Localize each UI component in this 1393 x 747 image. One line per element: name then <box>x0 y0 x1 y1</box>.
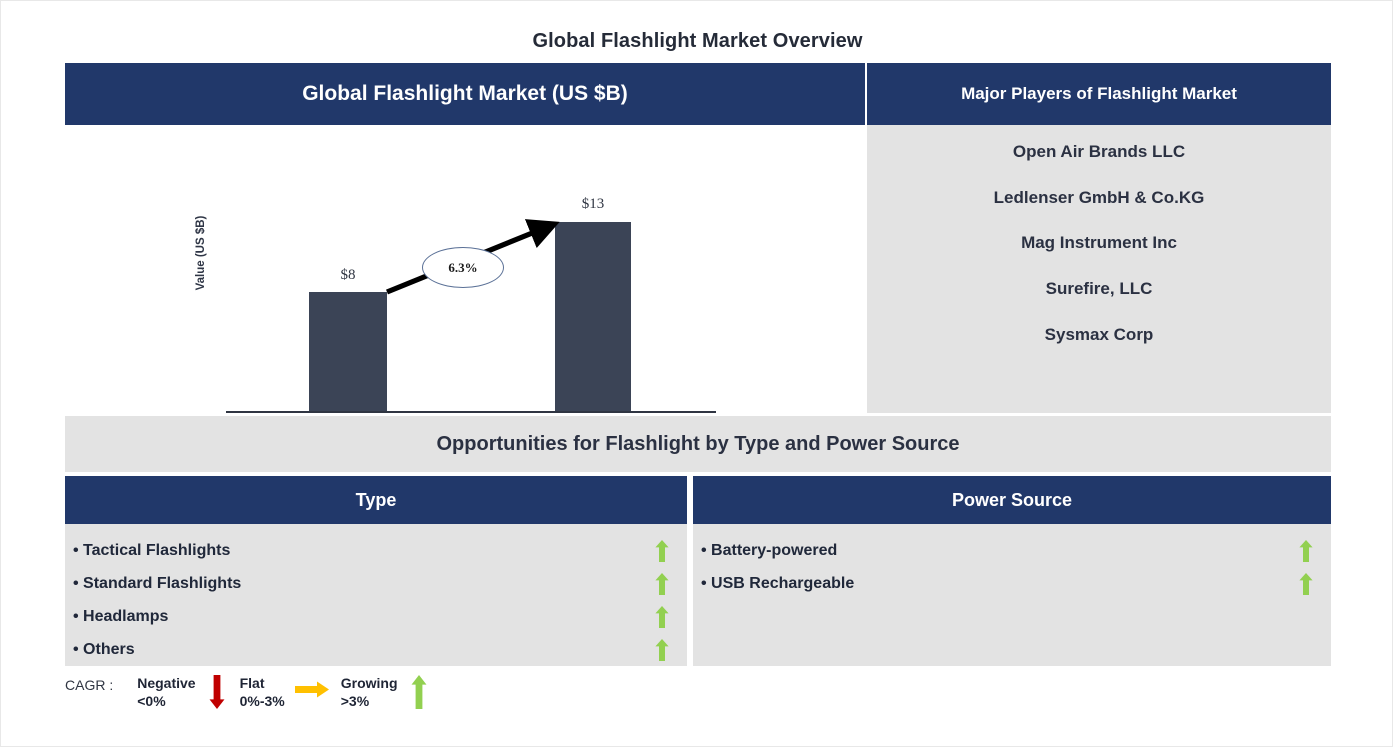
bar-2035 <box>555 222 631 411</box>
type-item-label: • Headlamps <box>73 607 169 625</box>
legend-item-growing: Growing >3% <box>341 675 436 710</box>
type-panel: Type • Tactical Flashlights • Standard F… <box>65 476 687 666</box>
list-item: Ledlenser GmbH & Co.KG <box>993 187 1205 207</box>
legend-item-flat: Flat 0%-3% <box>240 675 335 710</box>
arrow-up-icon <box>655 605 669 628</box>
list-item: • Tactical Flashlights <box>65 534 687 567</box>
legend-negative-range: <0% <box>137 692 166 709</box>
major-players-header: Major Players of Flashlight Market <box>867 63 1331 125</box>
legend-flat-range: 0%-3% <box>239 692 285 709</box>
list-item: • Battery-powered <box>693 534 1331 567</box>
cagr-legend-title: CAGR : <box>65 677 114 693</box>
arrow-down-icon <box>209 675 225 709</box>
x-axis-line <box>226 411 716 413</box>
power-source-panel-list: • Battery-powered • USB Rechargeable <box>693 524 1331 600</box>
bar-2026 <box>309 292 387 411</box>
cagr-legend: CAGR : Negative <0% Flat 0%-3% Growing >… <box>65 675 442 723</box>
arrow-up-icon <box>1299 539 1313 562</box>
arrow-up-icon <box>655 572 669 595</box>
y-axis-label: Value (US $B) <box>195 215 207 291</box>
power-source-panel-header: Power Source <box>693 476 1331 524</box>
list-item: Open Air Brands LLC <box>1012 142 1186 161</box>
type-item-label: • Standard Flashlights <box>73 574 242 592</box>
page-title: Global Flashlight Market Overview <box>532 30 863 52</box>
legend-flat-text: Flat 0%-3% <box>240 675 295 710</box>
list-item: Surefire, LLC <box>1045 279 1153 299</box>
legend-negative-name: Negative <box>137 675 196 691</box>
arrow-up-icon <box>655 638 669 661</box>
market-chart-header: Global Flashlight Market (US $B) <box>65 63 865 125</box>
list-item: • USB Rechargeable <box>693 567 1331 600</box>
major-players-list: Open Air Brands LLC Ledlenser GmbH & Co.… <box>867 125 1331 413</box>
market-chart-card: Global Flashlight Market (US $B) Value (… <box>65 63 865 467</box>
bar-value-2026: $8 <box>340 267 356 283</box>
arrow-up-icon <box>411 675 426 709</box>
cagr-bubble: 6.3% <box>422 247 504 288</box>
legend-growing-text: Growing >3% <box>341 675 408 710</box>
list-item: • Others <box>65 633 687 666</box>
legend-growing-name: Growing <box>340 675 398 691</box>
bar-value-2035: $13 <box>581 196 605 212</box>
list-item: • Standard Flashlights <box>65 567 687 600</box>
power-source-panel: Power Source • Battery-powered • USB Rec… <box>693 476 1331 666</box>
power-source-item-label: • Battery-powered <box>701 541 838 559</box>
power-source-item-label: • USB Rechargeable <box>701 574 855 592</box>
major-players-card: Major Players of Flashlight Market Open … <box>867 63 1331 413</box>
type-item-label: • Tactical Flashlights <box>73 541 231 559</box>
opportunities-banner: Opportunities for Flashlight by Type and… <box>65 416 1331 472</box>
legend-flat-name: Flat <box>239 675 265 691</box>
arrow-up-icon <box>1299 572 1313 595</box>
legend-item-negative: Negative <0% <box>137 675 233 710</box>
type-panel-header: Type <box>65 476 687 524</box>
type-item-label: • Others <box>73 640 135 658</box>
legend-growing-range: >3% <box>340 692 370 709</box>
list-item: Sysmax Corp <box>1044 324 1154 344</box>
arrow-up-icon <box>655 539 669 562</box>
arrow-right-icon <box>294 681 329 698</box>
legend-negative-text: Negative <0% <box>137 675 205 710</box>
list-item: • Headlamps <box>65 600 687 633</box>
list-item: Mag Instrument Inc <box>1021 233 1177 253</box>
type-panel-list: • Tactical Flashlights • Standard Flashl… <box>65 524 687 666</box>
bar-chart: Value (US $B) $8 $13 2026 2035 6.3% Sour… <box>65 125 865 467</box>
